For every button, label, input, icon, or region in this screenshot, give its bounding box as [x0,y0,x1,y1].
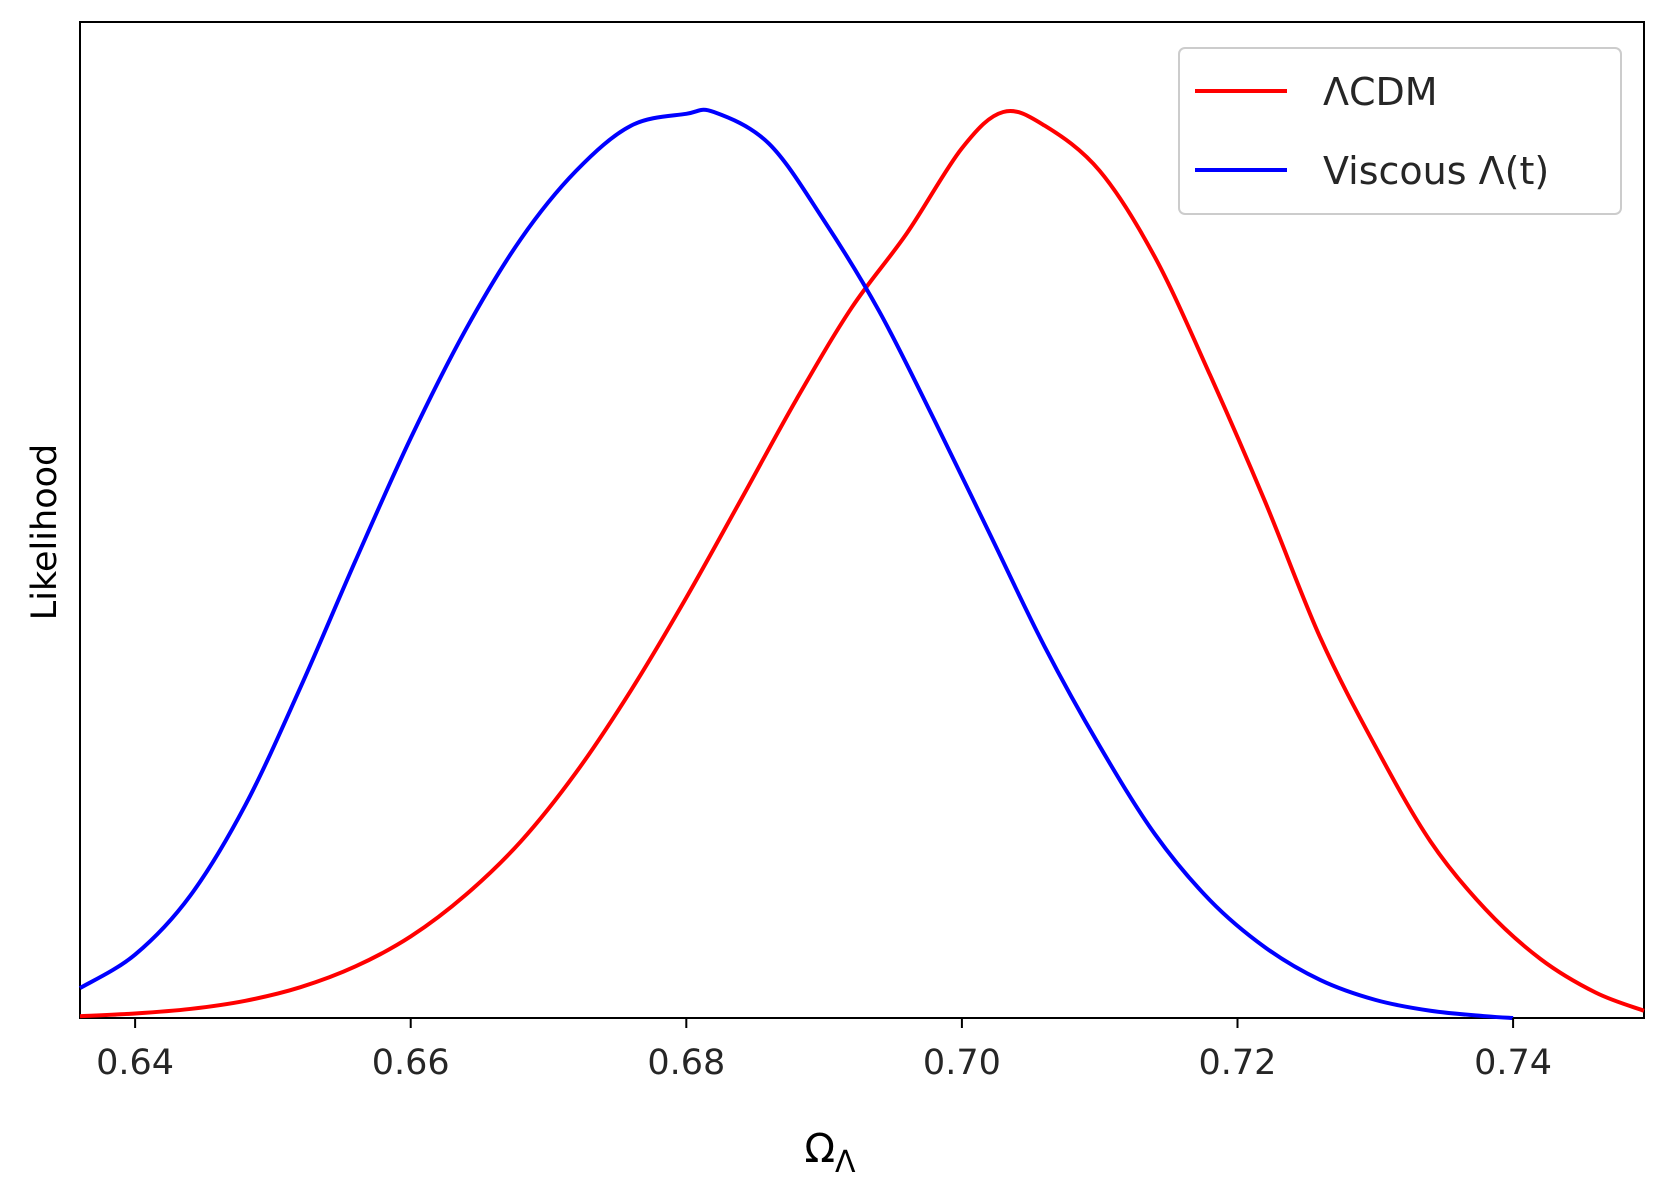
series-layer [78,107,1645,1020]
series-line-0 [79,109,1645,1019]
x-axis-label: ΩΛ [804,1126,856,1180]
series-line-1 [78,107,1514,1020]
x-axis-ticks: 0.64 0.66 0.68 0.70 0.72 0.74 [96,1018,1552,1083]
legend: ΛCDM Viscous Λ(t) [1178,47,1622,215]
legend-label-viscous: Viscous Λ(t) [1323,149,1549,193]
x-tick-label: 0.72 [1199,1043,1277,1083]
x-axis-label-subscript: Λ [835,1145,856,1180]
x-axis-label-main: Ω [804,1126,835,1172]
legend-box [1178,47,1622,215]
legend-label-lcdm: ΛCDM [1323,70,1438,114]
x-tick-label: 0.74 [1474,1043,1552,1083]
x-tick-label: 0.68 [647,1043,725,1083]
x-tick-label: 0.70 [923,1043,1001,1083]
x-tick-label: 0.66 [372,1043,450,1083]
x-tick-label: 0.64 [96,1043,174,1083]
y-axis-label: Likelihood [25,444,65,620]
